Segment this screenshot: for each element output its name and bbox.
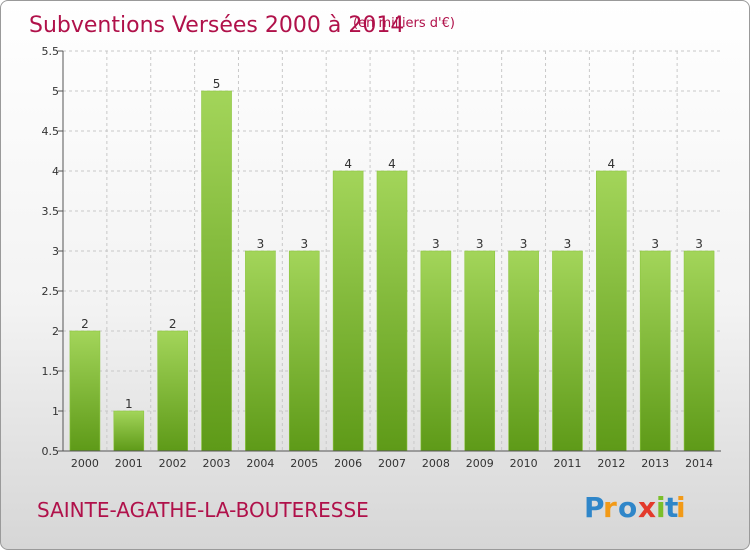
svg-text:i: i: [656, 491, 666, 524]
x-tick-label: 2006: [334, 457, 362, 470]
y-tick-label: 2.5: [42, 285, 60, 298]
bar: [420, 250, 452, 452]
bar: [245, 250, 276, 452]
x-tick-label: 2008: [422, 457, 450, 470]
bar-value-label: 3: [300, 237, 308, 251]
bar-value-label: 4: [608, 157, 616, 171]
bar: [69, 330, 101, 452]
x-tick-label: 2009: [466, 457, 494, 470]
x-tick-label: 2011: [553, 457, 581, 470]
bar: [552, 250, 583, 452]
bar: [201, 90, 232, 452]
x-tick-label: 2013: [641, 457, 669, 470]
bar-value-label: 1: [125, 397, 133, 411]
bar: [596, 170, 627, 452]
bar: [376, 170, 408, 452]
x-tick-label: 2001: [115, 457, 143, 470]
x-tick-label: 2014: [685, 457, 713, 470]
place-name: SAINTE-AGATHE-LA-BOUTERESSE: [37, 498, 369, 522]
svg-text:i: i: [676, 491, 686, 524]
x-tick-label: 2000: [71, 457, 99, 470]
x-tick-label: 2007: [378, 457, 406, 470]
y-tick-label: 0.5: [42, 445, 60, 458]
proxiti-logo: P r o x i t i: [584, 491, 686, 524]
bar-value-label: 3: [432, 237, 440, 251]
bar: [288, 250, 320, 452]
y-tick-label: 3: [52, 245, 59, 258]
bar-value-label: 4: [388, 157, 396, 171]
bar-value-label: 5: [213, 77, 221, 91]
bar-value-label: 3: [564, 237, 572, 251]
bar: [157, 330, 188, 452]
bar: [683, 250, 715, 452]
y-tick-label: 3.5: [42, 205, 60, 218]
bar-value-label: 2: [169, 317, 177, 331]
x-tick-label: 2003: [203, 457, 231, 470]
x-tick-label: 2010: [510, 457, 538, 470]
x-tick-label: 2002: [159, 457, 187, 470]
svg-text:x: x: [638, 491, 656, 524]
bar: [332, 170, 364, 452]
y-tick-label: 5.5: [42, 45, 60, 58]
y-tick-label: 2: [52, 325, 59, 338]
bar: [639, 250, 671, 452]
y-tick-label: 4: [52, 165, 59, 178]
y-tick-label: 5: [52, 85, 59, 98]
bar-value-label: 3: [476, 237, 484, 251]
x-tick-label: 2012: [597, 457, 625, 470]
y-tick-label: 1.5: [42, 365, 60, 378]
bar-value-label: 3: [520, 237, 528, 251]
axes: 0.5 1 1.5 2 2.5 3 3.5 4 4.5 5 5.5 2000 2001 2002 2003 2…: [42, 45, 721, 470]
bar-value-label: 3: [257, 237, 265, 251]
bars: 2 1 2 5 3 3 4 4 3 3 3 3 4 3 3: [69, 77, 715, 452]
bar: [113, 410, 145, 452]
x-tick-label: 2005: [290, 457, 318, 470]
y-tick-label: 4.5: [42, 125, 60, 138]
y-tick-label: 1: [52, 405, 59, 418]
svg-text:o: o: [618, 491, 637, 524]
x-tick-label: 2004: [246, 457, 274, 470]
svg-text:r: r: [603, 491, 617, 524]
chart-subtitle: (en milliers d'€): [353, 16, 455, 31]
bar: [464, 250, 496, 452]
bar: [508, 250, 539, 452]
svg-text:t: t: [665, 491, 678, 524]
svg-text:P: P: [584, 491, 605, 524]
bar-value-label: 4: [344, 157, 352, 171]
chart-title: Subventions Versées 2000 à 2014: [29, 13, 404, 38]
bar-value-label: 3: [695, 237, 703, 251]
bar-value-label: 2: [81, 317, 89, 331]
bar-value-label: 3: [651, 237, 659, 251]
